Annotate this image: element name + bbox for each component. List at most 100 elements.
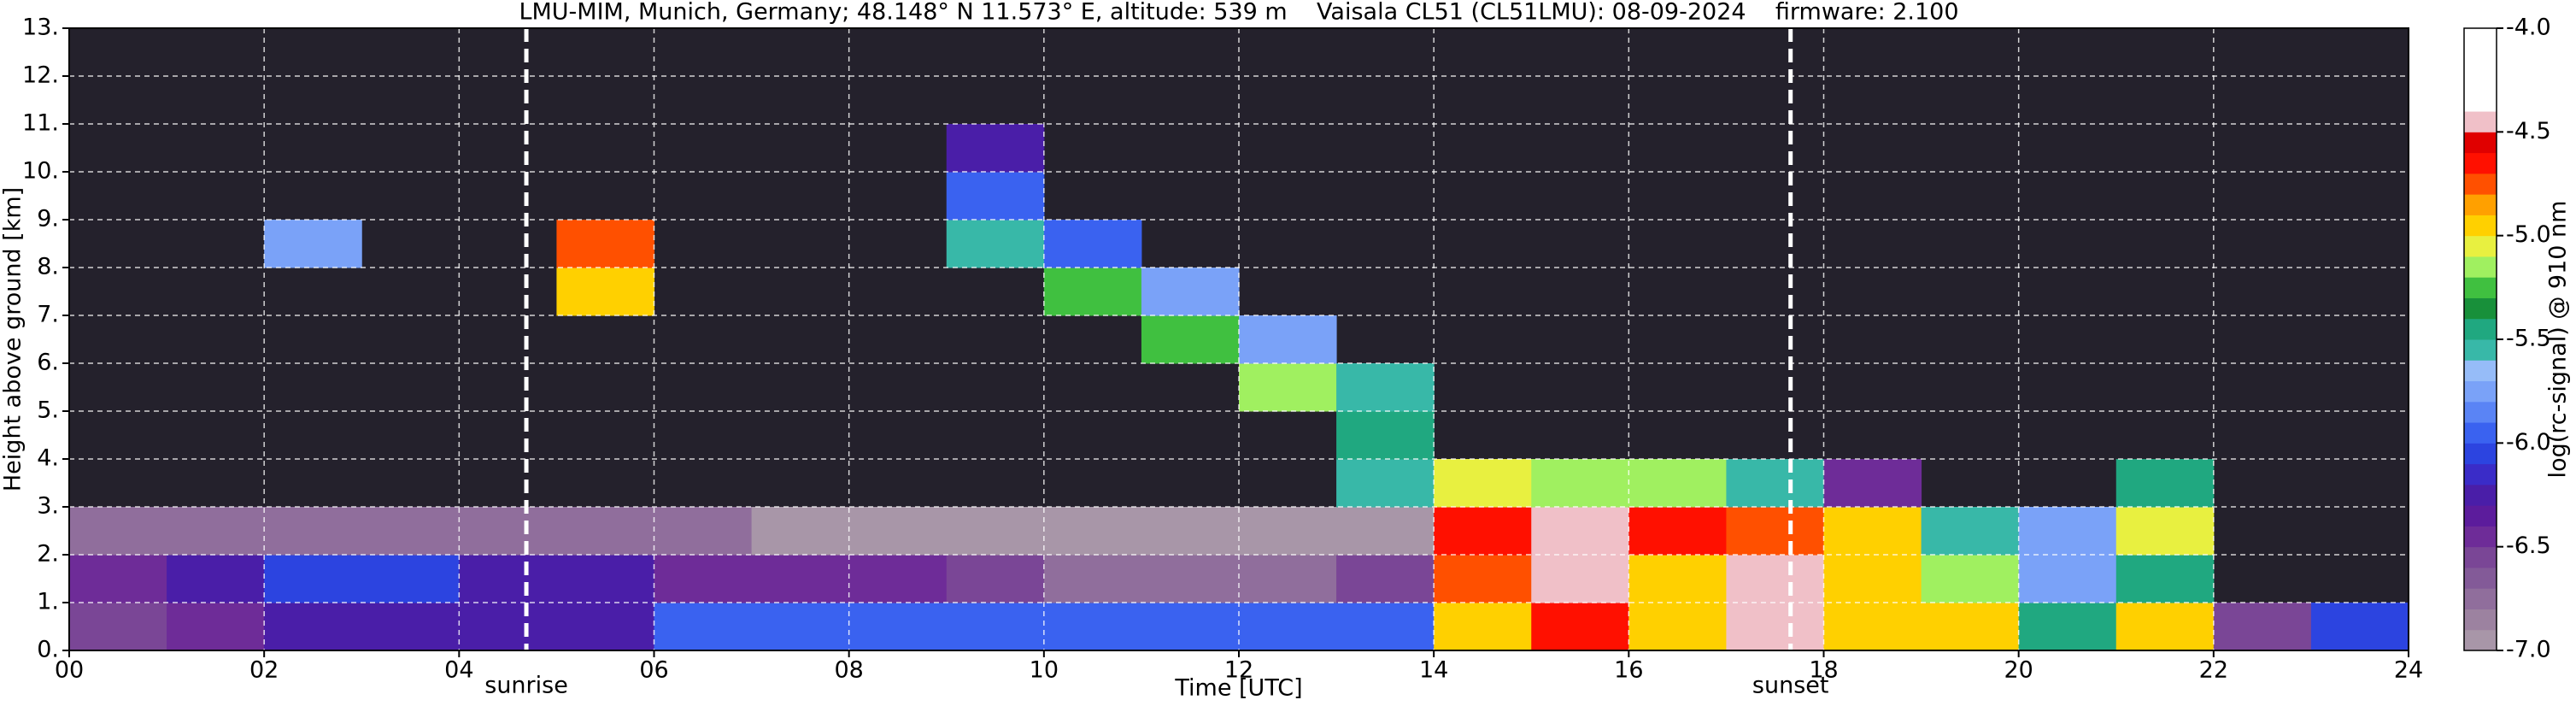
heatmap-cell <box>848 555 948 603</box>
colorbar-tick-label: -5.5 <box>2506 326 2551 352</box>
heatmap-cell <box>946 603 1045 651</box>
heatmap-cell <box>69 555 167 603</box>
colorbar-swatch <box>2464 235 2497 257</box>
colorbar-tick-label: -6.5 <box>2506 532 2551 559</box>
y-tick-label: 13. <box>22 15 59 41</box>
chart-title: LMU-MIM, Munich, Germany; 48.148° N 11.5… <box>519 0 1958 26</box>
heatmap-cell <box>1823 603 1922 651</box>
colorbar-swatch <box>2464 546 2497 568</box>
colorbar-swatch <box>2464 215 2497 237</box>
heatmap-cell <box>1336 603 1435 651</box>
heatmap-cell <box>69 507 167 556</box>
y-tick-label: 1. <box>37 589 59 615</box>
annotation-label: sunset <box>1752 673 1829 699</box>
x-tick-label: 02 <box>249 657 279 684</box>
x-tick-label: 04 <box>444 657 473 684</box>
y-tick-label: 8. <box>37 254 59 280</box>
heatmap-cell <box>264 220 362 268</box>
heatmap-cell <box>1531 555 1629 603</box>
heatmap-cell <box>848 507 948 556</box>
x-tick-label: 24 <box>2394 657 2423 684</box>
heatmap-cell <box>1043 507 1142 556</box>
heatmap-cell <box>2018 603 2117 651</box>
heatmap-cell <box>1141 507 1240 556</box>
colorbar-tick-label: -4.0 <box>2506 15 2551 41</box>
colorbar-swatch <box>2464 380 2497 403</box>
heatmap-cell <box>361 555 460 603</box>
heatmap-cell <box>264 555 362 603</box>
colorbar-swatch <box>2464 256 2497 278</box>
heatmap-cell <box>1043 603 1142 651</box>
heatmap-cell <box>1628 507 1727 556</box>
x-tick-label: 16 <box>1614 657 1643 684</box>
heatmap-cell <box>361 507 460 556</box>
x-tick-label: 10 <box>1030 657 1059 684</box>
colorbar-swatch <box>2464 443 2497 465</box>
heatmap-cell <box>1141 315 1240 364</box>
heatmap-cell <box>2310 603 2409 651</box>
heatmap-cell <box>751 507 850 556</box>
colorbar-swatch <box>2464 132 2497 154</box>
heatmap-cell <box>1531 459 1629 508</box>
heatmap-cell <box>1628 459 1727 508</box>
colorbar-swatch <box>2464 90 2497 112</box>
heatmap-cell <box>1628 603 1727 651</box>
heatmap-cell <box>1823 507 1922 556</box>
y-tick-label: 10. <box>22 158 59 185</box>
y-tick-label: 2. <box>37 541 59 568</box>
y-tick-label: 0. <box>37 637 59 663</box>
colorbar-swatch <box>2464 318 2497 340</box>
heatmap-cell <box>1434 507 1532 556</box>
heatmap-cell <box>1043 220 1142 268</box>
heatmap-cell <box>1434 555 1532 603</box>
heatmap-cell <box>2115 555 2215 603</box>
colorbar-swatch <box>2464 69 2497 91</box>
heatmap-cell <box>1239 315 1337 364</box>
heatmap-cell <box>556 268 654 316</box>
colorbar-swatch <box>2464 422 2497 444</box>
heatmap-cell <box>751 555 850 603</box>
y-tick-label: 4. <box>37 445 59 472</box>
y-tick-label: 6. <box>37 350 59 376</box>
colorbar-tick-label: -4.5 <box>2506 118 2551 144</box>
heatmap-cell <box>1336 555 1435 603</box>
y-tick-label: 7. <box>37 302 59 328</box>
colorbar-swatch <box>2464 401 2497 423</box>
colorbar-swatch <box>2464 463 2497 485</box>
colorbar-swatch <box>2464 277 2497 298</box>
heatmap-cell <box>654 507 753 556</box>
heatmap-cell <box>167 603 265 651</box>
heatmap-cell <box>69 603 167 651</box>
heatmap-cell <box>1239 603 1337 651</box>
heatmap-cell <box>1921 555 2020 603</box>
y-tick-label: 11. <box>22 110 59 137</box>
colorbar-swatch <box>2464 194 2497 215</box>
heatmap-cell <box>1921 507 2020 556</box>
colorbar-tick-label: -7.0 <box>2506 637 2551 663</box>
heatmap-cell <box>1726 603 1824 651</box>
heatmap-cell <box>1141 268 1240 316</box>
x-tick-label: 14 <box>1419 657 1448 684</box>
colorbar-swatch <box>2464 173 2497 195</box>
heatmap-cell <box>1628 555 1727 603</box>
y-tick-label: 3. <box>37 493 59 520</box>
colorbar-swatch <box>2464 111 2497 132</box>
colorbar-swatch <box>2464 360 2497 382</box>
heatmap-cell <box>946 507 1045 556</box>
heatmap-cell <box>946 220 1045 268</box>
heatmap-cell <box>1141 603 1240 651</box>
heatmap-cell <box>1239 363 1337 412</box>
y-axis-label: Height above ground [km] <box>0 187 26 491</box>
heatmap-cell <box>1531 603 1629 651</box>
x-tick-label: 20 <box>2004 657 2033 684</box>
colorbar-swatch <box>2464 588 2497 609</box>
heatmap-cell <box>946 124 1045 173</box>
heatmap-cell <box>459 507 557 556</box>
heatmap-cell <box>1239 507 1337 556</box>
heatmap-cell <box>1434 603 1532 651</box>
colorbar-swatch <box>2464 505 2497 527</box>
heatmap-cell <box>264 507 362 556</box>
heatmap-cell <box>946 555 1045 603</box>
heatmap-cell <box>2115 603 2215 651</box>
